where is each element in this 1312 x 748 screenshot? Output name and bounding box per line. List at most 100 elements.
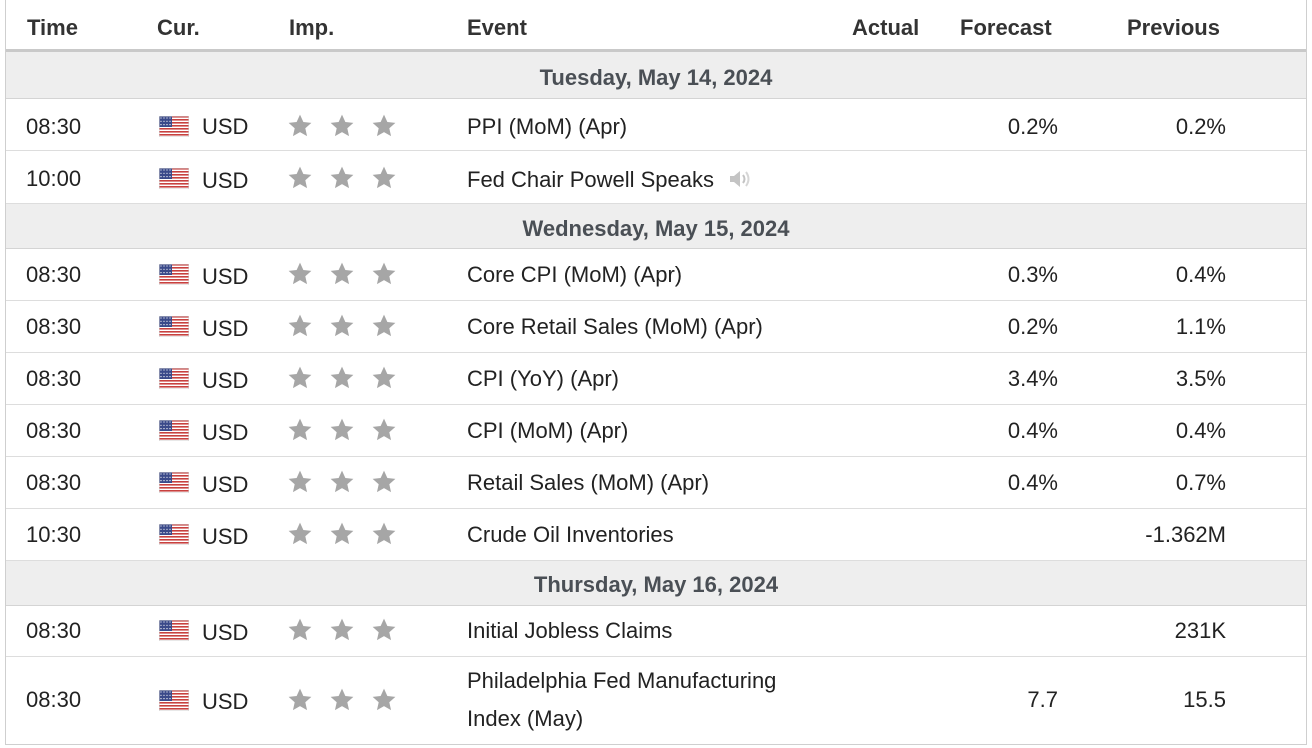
star-icon xyxy=(330,470,354,493)
event-forecast: 0.2% xyxy=(1007,114,1058,139)
table-row[interactable]: 10:00 USD Fed Chair Powell Speaks xyxy=(6,151,1306,204)
star-icon xyxy=(330,418,354,441)
header-forecast[interactable]: Forecast xyxy=(960,15,1052,40)
table-row[interactable]: 08:30 USD Retail Sales (MoM) (Apr) 0.4% … xyxy=(6,457,1306,509)
star-icon xyxy=(330,618,354,641)
event-forecast: 7.7 xyxy=(1027,687,1058,712)
date-label: Tuesday, May 14, 2024 xyxy=(539,65,773,90)
table-header: Time Cur. Imp. Event Actual Forecast Pre… xyxy=(6,0,1306,52)
table-row[interactable]: 08:30 USD PPI (MoM) (Apr) 0.2% 0.2% xyxy=(6,99,1306,151)
us-flag-icon xyxy=(159,316,189,337)
event-previous: 0.4% xyxy=(1175,418,1226,443)
table-row[interactable]: 08:30 USD Initial Jobless Claims 231K xyxy=(6,606,1306,657)
table-row[interactable]: 08:30 USD CPI (YoY) (Apr) 3.4% 3.5% xyxy=(6,353,1306,405)
event-forecast: 0.4% xyxy=(1007,418,1058,443)
header-currency[interactable]: Cur. xyxy=(157,15,200,40)
importance-stars xyxy=(287,521,413,547)
star-icon xyxy=(372,166,396,189)
event-name[interactable]: CPI (MoM) (Apr) xyxy=(467,418,629,443)
star-icon xyxy=(330,262,354,285)
event-forecast: 3.4% xyxy=(1007,366,1058,391)
event-name[interactable]: CPI (YoY) (Apr) xyxy=(467,366,620,391)
event-name-with-speech[interactable]: Fed Chair Powell Speaks xyxy=(467,166,752,193)
event-name[interactable]: Core Retail Sales (MoM) (Apr) xyxy=(467,314,763,339)
us-flag-icon xyxy=(159,168,189,189)
event-previous: 15.5 xyxy=(1183,687,1226,712)
star-icon xyxy=(372,618,396,641)
star-icon xyxy=(372,522,396,545)
header-time[interactable]: Time xyxy=(27,15,78,40)
event-previous: 0.2% xyxy=(1175,114,1226,139)
header-importance[interactable]: Imp. xyxy=(289,15,335,40)
star-icon xyxy=(330,366,354,389)
event-name[interactable]: Core CPI (MoM) (Apr) xyxy=(467,262,683,287)
us-flag-icon xyxy=(159,264,189,285)
event-previous: 1.1% xyxy=(1175,314,1226,339)
star-icon xyxy=(288,166,312,189)
event-name[interactable]: Fed Chair Powell Speaks xyxy=(467,167,715,192)
star-icon xyxy=(288,522,312,545)
event-forecast: 0.2% xyxy=(1007,314,1058,339)
economic-calendar-table: Time Cur. Imp. Event Actual Forecast Pre… xyxy=(5,0,1307,745)
event-time: 08:30 xyxy=(26,366,82,391)
date-row-day-1: Tuesday, May 14, 2024 xyxy=(6,52,1306,99)
event-currency: USD xyxy=(202,620,249,645)
event-currency: USD xyxy=(202,264,249,289)
date-row-day-2: Wednesday, May 15, 2024 xyxy=(6,204,1306,249)
importance-stars xyxy=(287,617,413,643)
star-icon xyxy=(288,314,312,337)
event-previous: 0.7% xyxy=(1175,470,1226,495)
table-row[interactable]: 08:30 USD Core CPI (MoM) (Apr) 0.3% 0.4% xyxy=(6,249,1306,301)
star-icon xyxy=(372,114,396,137)
importance-stars xyxy=(287,417,413,443)
header-actual[interactable]: Actual xyxy=(852,15,920,40)
us-flag-icon xyxy=(159,368,189,389)
event-previous: 3.5% xyxy=(1175,366,1226,391)
event-currency: USD xyxy=(202,472,249,497)
event-name[interactable]: Crude Oil Inventories xyxy=(467,522,674,547)
table-row[interactable]: 10:30 USD Crude Oil Inventories -1.362M xyxy=(6,509,1306,561)
event-currency: USD xyxy=(202,420,249,445)
event-previous: 231K xyxy=(1174,618,1226,643)
event-name-line-1[interactable]: Philadelphia Fed Manufacturing xyxy=(467,668,777,693)
star-icon xyxy=(330,114,354,137)
star-icon xyxy=(288,418,312,441)
star-icon xyxy=(288,618,312,641)
event-time: 08:30 xyxy=(26,418,82,443)
table-row[interactable]: 08:30 USD Philadelphia Fed Manufacturing… xyxy=(6,657,1306,744)
event-name[interactable]: Retail Sales (MoM) (Apr) xyxy=(467,470,710,495)
event-previous: -1.362M xyxy=(1145,522,1226,547)
speaker-icon[interactable] xyxy=(726,166,752,192)
event-forecast: 0.3% xyxy=(1007,262,1058,287)
table-row[interactable]: 08:30 USD Core Retail Sales (MoM) (Apr) … xyxy=(6,301,1306,353)
event-time: 08:30 xyxy=(26,314,82,339)
star-icon xyxy=(372,418,396,441)
header-previous[interactable]: Previous xyxy=(1127,15,1220,40)
star-icon xyxy=(372,470,396,493)
star-icon xyxy=(288,470,312,493)
event-name-line-2[interactable]: Index (May) xyxy=(467,706,584,731)
us-flag-icon xyxy=(159,472,189,493)
event-time: 08:30 xyxy=(26,618,82,643)
header-event[interactable]: Event xyxy=(467,15,527,40)
star-icon xyxy=(372,314,396,337)
date-label: Wednesday, May 15, 2024 xyxy=(522,216,790,241)
event-time: 10:30 xyxy=(26,522,82,547)
table-row[interactable]: 08:30 USD CPI (MoM) (Apr) 0.4% 0.4% xyxy=(6,405,1306,457)
event-currency: USD xyxy=(202,168,249,193)
star-icon xyxy=(330,314,354,337)
event-currency: USD xyxy=(202,368,249,393)
event-time: 08:30 xyxy=(26,114,82,139)
event-name[interactable]: Initial Jobless Claims xyxy=(467,618,673,643)
us-flag-icon xyxy=(159,620,189,641)
event-currency: USD xyxy=(202,524,249,549)
importance-stars xyxy=(287,365,413,391)
importance-stars xyxy=(287,313,413,339)
star-icon xyxy=(372,688,396,711)
importance-stars xyxy=(287,469,413,495)
event-time: 10:00 xyxy=(26,166,82,191)
us-flag-icon xyxy=(159,420,189,441)
importance-stars xyxy=(287,261,413,287)
event-time: 08:30 xyxy=(26,470,82,495)
event-name[interactable]: PPI (MoM) (Apr) xyxy=(467,114,628,139)
